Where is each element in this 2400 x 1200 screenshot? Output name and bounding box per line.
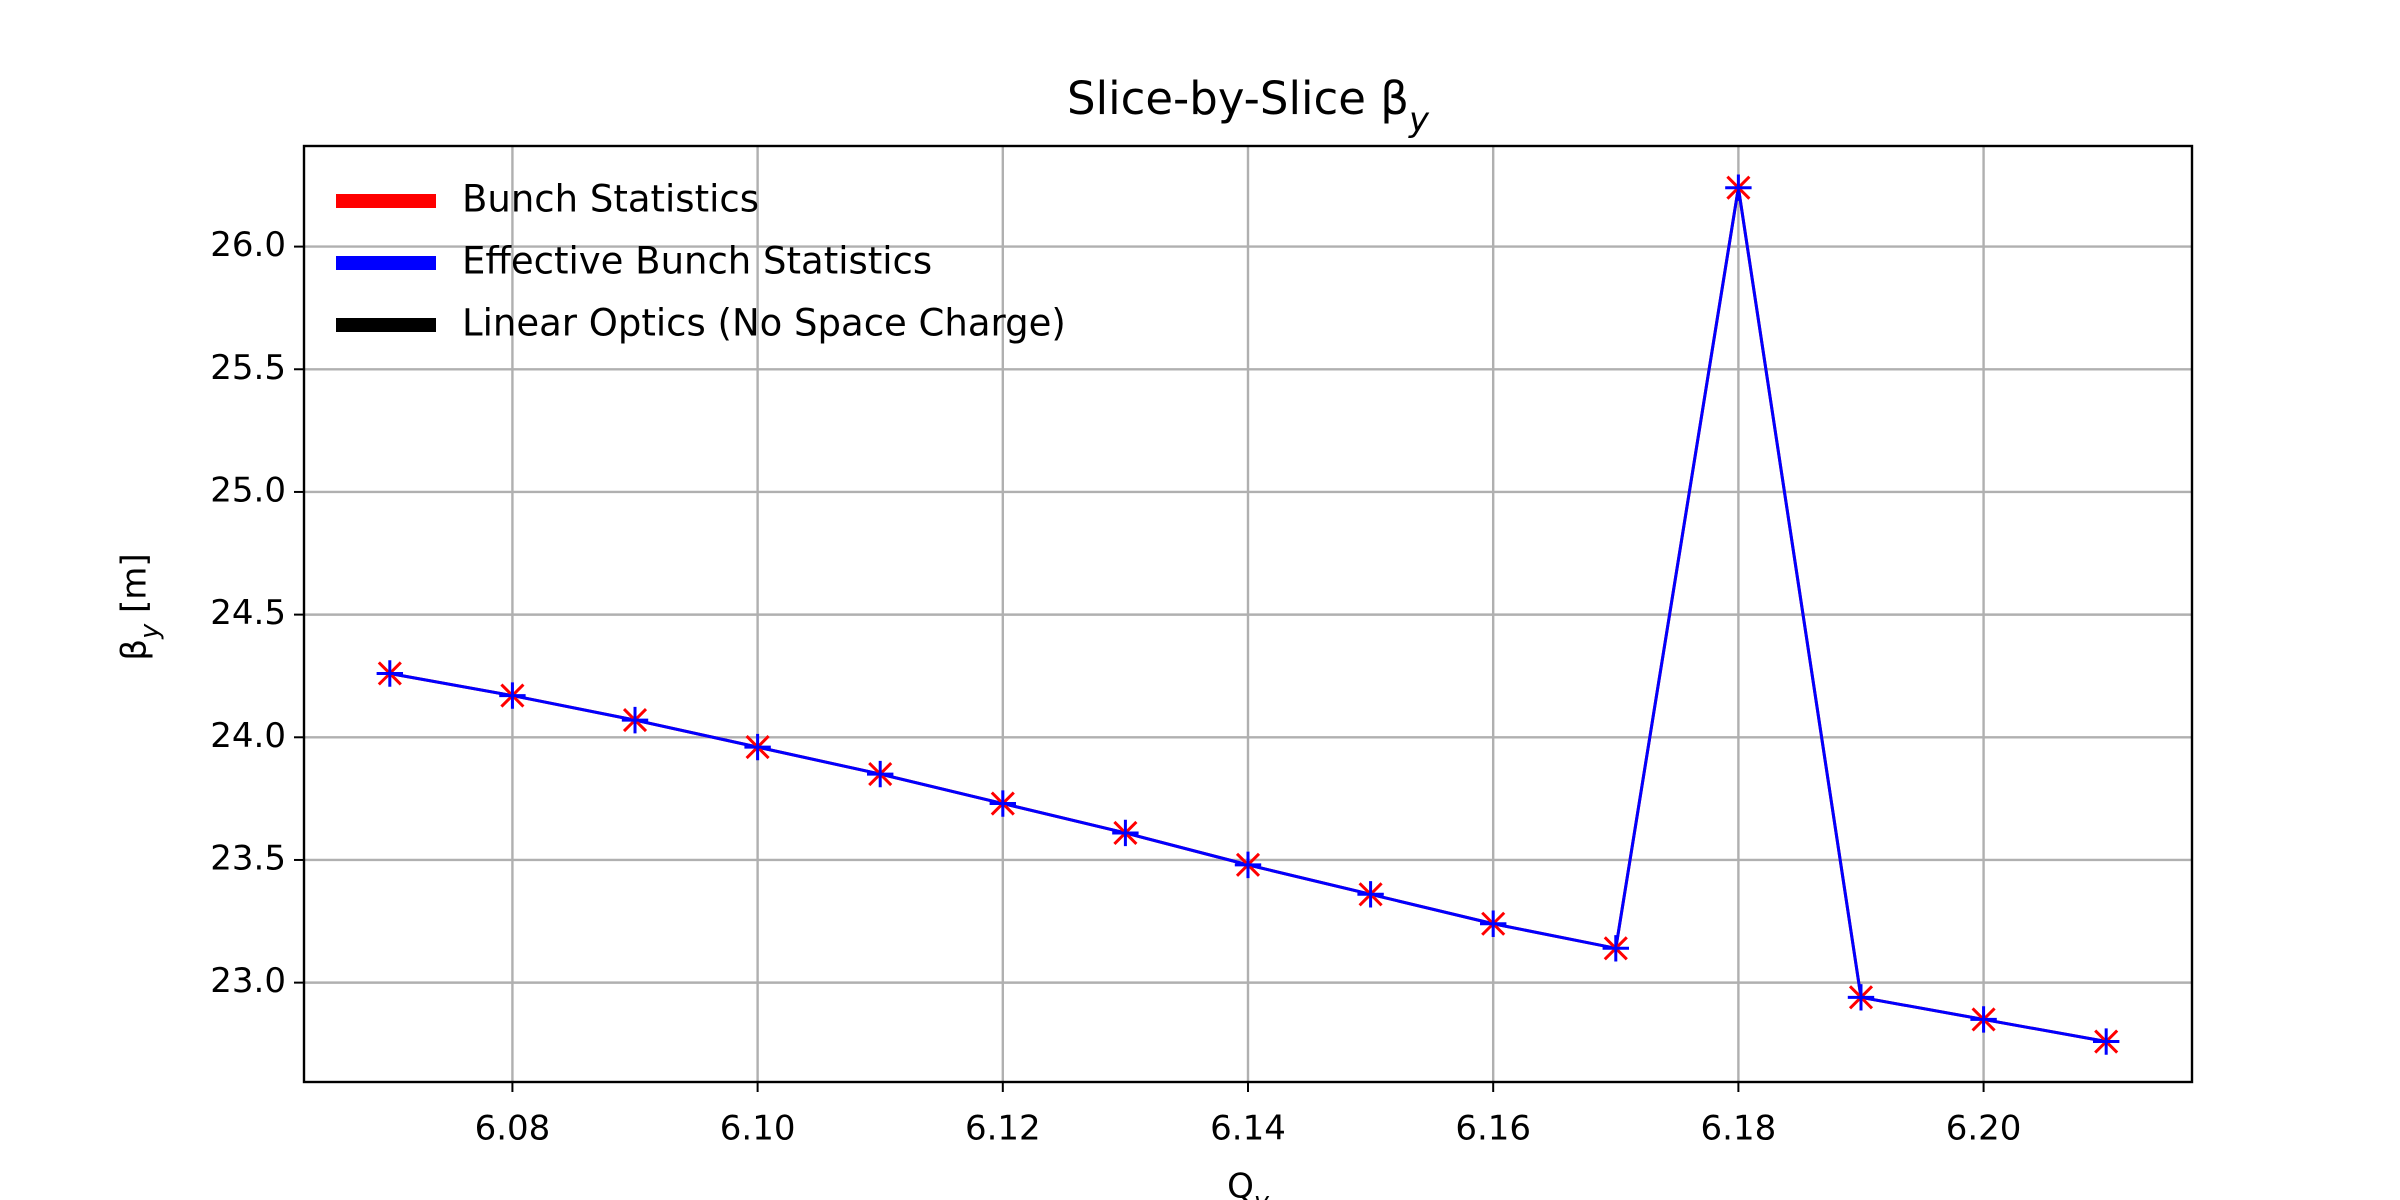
data-point: [1970, 1006, 1997, 1033]
data-point: [1479, 910, 1507, 937]
x-tick-label: 6.18: [1701, 1109, 1777, 1149]
data-point: [1112, 819, 1139, 847]
y-tick-label: 23.5: [210, 838, 286, 878]
y-tick-label: 26.0: [210, 225, 286, 265]
legend-label: Linear Optics (No Space Charge): [462, 302, 1066, 345]
chart-title: Slice-by-Slice βy: [1067, 72, 1430, 139]
x-tick-label: 6.16: [1455, 1109, 1531, 1149]
x-tick-label: 6.08: [475, 1109, 551, 1149]
y-tick-label: 24.0: [210, 716, 286, 756]
data-point: [1847, 984, 1875, 1011]
data-point: [621, 706, 649, 734]
data-point: [1725, 174, 1752, 201]
data-point: [2092, 1028, 2120, 1055]
y-tick-label: 23.0: [210, 961, 286, 1001]
data-point: [989, 790, 1017, 817]
data-point: [1357, 881, 1384, 908]
data-point: [744, 733, 771, 761]
x-tick-label: 6.10: [720, 1109, 796, 1149]
data-point: [1234, 851, 1262, 879]
y-tick-label: 24.5: [210, 593, 286, 633]
legend-label: Bunch Statistics: [462, 178, 759, 221]
x-tick-label: 6.14: [1210, 1109, 1286, 1149]
data-point: [499, 682, 526, 709]
x-axis-label: Qy: [1227, 1167, 1270, 1200]
data-point: [1602, 935, 1629, 962]
x-tick-label: 6.12: [965, 1109, 1041, 1149]
plot-frame: [302, 144, 2194, 1084]
y-tick-label: 25.5: [210, 348, 286, 388]
legend-label: Effective Bunch Statistics: [462, 240, 932, 283]
y-axis-label: βy [m]: [115, 553, 166, 660]
y-tick-label: 25.0: [210, 470, 286, 510]
x-tick-label: 6.20: [1946, 1109, 2022, 1149]
data-point: [376, 660, 404, 687]
data-point: [867, 760, 894, 788]
